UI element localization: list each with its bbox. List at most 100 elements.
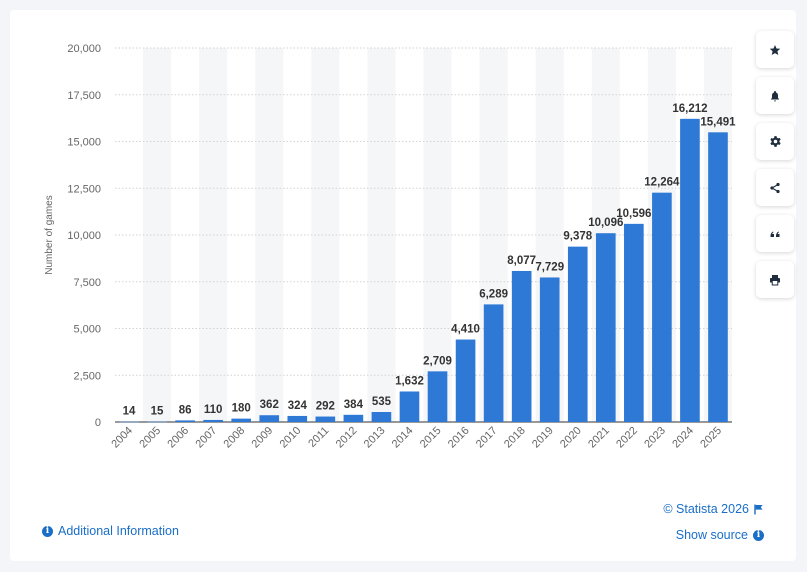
bar xyxy=(371,411,392,422)
notification-button[interactable] xyxy=(756,77,794,114)
bar xyxy=(624,223,644,422)
data-label: 324 xyxy=(288,400,308,412)
settings-button[interactable] xyxy=(756,123,794,160)
bell-icon xyxy=(771,90,779,101)
data-label: 16,212 xyxy=(672,103,707,115)
x-tick-label: 2023 xyxy=(642,425,668,451)
data-label: 362 xyxy=(260,399,279,411)
bar xyxy=(483,304,504,422)
data-label: 1,632 xyxy=(395,375,424,387)
x-tick-label: 2021 xyxy=(586,425,612,451)
print-icon xyxy=(770,274,780,285)
cite-button[interactable] xyxy=(756,215,794,252)
bar xyxy=(175,420,195,422)
flag-icon xyxy=(754,504,763,514)
bar-chart: 0 2,500 5,000 7,500 10,000 12,500 15,000 17,500… xyxy=(44,43,736,451)
x-tick-label: 2007 xyxy=(193,425,219,451)
data-label: 10,596 xyxy=(616,208,651,220)
y-tick-label: 7,500 xyxy=(73,277,101,289)
x-tick-label: 2011 xyxy=(306,425,331,450)
side-toolbar xyxy=(756,31,796,298)
bar xyxy=(399,391,420,422)
x-tick-label: 2024 xyxy=(670,425,696,451)
statista-copyright-link[interactable]: © Statista 2026 xyxy=(663,501,764,517)
data-label: 9,378 xyxy=(563,231,592,243)
data-label: 8,077 xyxy=(507,255,536,267)
data-label: 2,709 xyxy=(423,355,452,367)
bar xyxy=(203,419,223,422)
additional-information-link[interactable]: i Additional Information xyxy=(42,524,179,538)
x-tick-label: 2006 xyxy=(165,425,191,451)
footer-right: © Statista 2026 Show source i xyxy=(663,501,764,543)
share-button[interactable] xyxy=(756,169,794,206)
copyright-label: © Statista 2026 xyxy=(663,502,749,516)
x-tick-label: 2022 xyxy=(614,425,640,451)
data-label: 14 xyxy=(123,406,136,418)
info-icon: i xyxy=(42,525,53,537)
bar xyxy=(595,233,616,422)
bar xyxy=(567,246,588,422)
data-label: 180 xyxy=(232,403,251,415)
additional-information-label: Additional Information xyxy=(58,524,179,538)
info-icon: i xyxy=(753,529,764,541)
x-tick-label: 2004 xyxy=(109,425,135,451)
bar xyxy=(147,421,167,423)
data-label: 12,264 xyxy=(644,177,680,189)
x-tick-label: 2009 xyxy=(250,425,276,451)
data-label: 86 xyxy=(179,404,192,416)
x-tick-label: 2005 xyxy=(137,425,163,451)
y-tick-label: 17,500 xyxy=(67,90,101,102)
data-label: 10,096 xyxy=(588,217,623,229)
bar xyxy=(427,371,448,422)
data-label: 6,289 xyxy=(479,288,508,300)
data-label: 15,491 xyxy=(700,116,736,128)
bar xyxy=(315,416,336,422)
x-tick-label: 2015 xyxy=(418,425,444,451)
favorite-button[interactable] xyxy=(756,31,794,68)
show-source-label: Show source xyxy=(675,528,748,542)
x-tick-label: 2017 xyxy=(474,425,500,451)
x-tick-label: 2019 xyxy=(530,425,556,451)
x-tick-label: 2008 xyxy=(222,425,248,451)
x-tick-label: 2018 xyxy=(502,425,528,451)
x-tick-label: 2020 xyxy=(558,425,584,451)
chart-card: 0 2,500 5,000 7,500 10,000 12,500 15,000 17,500… xyxy=(10,10,796,561)
bar xyxy=(119,421,139,423)
y-tick-label: 20,000 xyxy=(67,43,101,55)
x-tick-label: 2016 xyxy=(446,425,472,451)
bar xyxy=(455,339,476,422)
bar xyxy=(343,414,364,422)
bar xyxy=(708,132,728,422)
x-tick-label: 2013 xyxy=(362,425,388,451)
bar xyxy=(539,277,560,422)
x-tick-label: 2014 xyxy=(390,425,416,451)
bar xyxy=(287,415,308,422)
star-icon xyxy=(769,44,781,55)
y-tick-label: 15,000 xyxy=(67,137,101,149)
y-tick-label: 0 xyxy=(95,417,101,429)
y-axis-title: Number of games xyxy=(44,195,55,274)
data-label: 384 xyxy=(344,399,364,411)
data-label: 15 xyxy=(151,406,164,418)
x-tick-label: 2010 xyxy=(278,425,304,451)
bar xyxy=(231,418,252,422)
quote-icon xyxy=(770,231,780,237)
bar xyxy=(511,270,532,422)
y-tick-label: 10,000 xyxy=(67,230,101,242)
share-icon xyxy=(770,182,780,193)
bar xyxy=(652,192,672,422)
data-label: 535 xyxy=(372,396,392,408)
show-source-link[interactable]: Show source i xyxy=(663,527,764,543)
y-tick-label: 2,500 xyxy=(73,370,101,382)
x-tick-label: 2012 xyxy=(334,425,360,451)
y-tick-label: 5,000 xyxy=(73,324,101,336)
print-button[interactable] xyxy=(756,261,794,298)
bar xyxy=(680,118,700,422)
data-label: 7,729 xyxy=(535,261,564,273)
bar xyxy=(259,415,280,422)
data-label: 4,410 xyxy=(451,324,480,336)
data-label: 110 xyxy=(204,404,223,416)
data-label: 292 xyxy=(316,401,335,413)
y-tick-label: 12,500 xyxy=(67,183,101,195)
gear-icon xyxy=(769,136,781,147)
